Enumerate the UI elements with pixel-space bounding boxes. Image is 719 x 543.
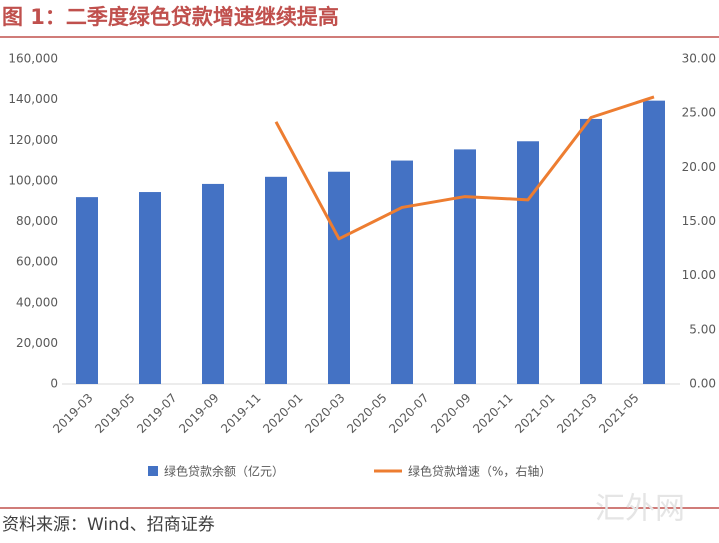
y2-tick-label: 30.00: [682, 52, 716, 66]
y-tick-label: 40,000: [16, 295, 58, 309]
x-tick-label: 2021-05: [596, 391, 641, 436]
y-tick-label: 120,000: [8, 133, 58, 147]
y2-tick-label: 20.00: [682, 160, 716, 174]
x-tick-label: 2020-07: [386, 391, 431, 436]
bar: [454, 149, 476, 384]
x-tick-label: 2020-05: [344, 391, 389, 436]
y-tick-label: 0: [50, 377, 58, 391]
bar: [265, 176, 287, 384]
y2-tick-label: 0.00: [689, 377, 716, 391]
y-tick-label: 80,000: [16, 214, 58, 228]
legend-swatch: [148, 466, 158, 476]
y2-tick-label: 5.00: [689, 322, 716, 336]
y-tick-label: 60,000: [16, 255, 58, 269]
legend-label: 绿色贷款余额（亿元）: [164, 464, 284, 479]
x-tick-label: 2019-09: [176, 391, 221, 436]
bar: [391, 160, 413, 384]
source-note: 资料来源：Wind、招商证券: [2, 515, 215, 535]
bar: [517, 141, 539, 384]
x-tick-label: 2021-01: [512, 391, 557, 436]
x-tick-label: 2019-03: [50, 391, 95, 436]
y-tick-label: 140,000: [8, 92, 58, 106]
bar: [139, 192, 161, 384]
x-tick-label: 2020-01: [260, 391, 305, 436]
bar: [202, 183, 224, 384]
x-tick-label: 2019-05: [92, 391, 137, 436]
x-tick-label: 2021-03: [554, 391, 599, 436]
y2-tick-label: 15.00: [682, 214, 716, 228]
x-tick-label: 2019-07: [134, 391, 179, 436]
x-tick-label: 2019-11: [218, 391, 263, 436]
y2-tick-label: 10.00: [682, 268, 716, 282]
y-tick-label: 100,000: [8, 173, 58, 187]
y-tick-label: 160,000: [8, 52, 58, 66]
x-tick-label: 2020-09: [428, 391, 473, 436]
bar: [643, 100, 665, 384]
y-tick-label: 20,000: [16, 336, 58, 350]
bar: [580, 118, 602, 384]
bar: [76, 197, 98, 384]
bar: [328, 171, 350, 384]
page-title: 图 1：二季度绿色贷款增速继续提高: [2, 5, 339, 29]
watermark: 汇外网: [595, 492, 685, 527]
y2-tick-label: 25.00: [682, 106, 716, 120]
x-tick-label: 2020-03: [302, 391, 347, 436]
legend-label: 绿色贷款增速（%，右轴）: [408, 464, 551, 479]
line: [274, 95, 655, 241]
x-tick-label: 2020-11: [470, 391, 515, 436]
